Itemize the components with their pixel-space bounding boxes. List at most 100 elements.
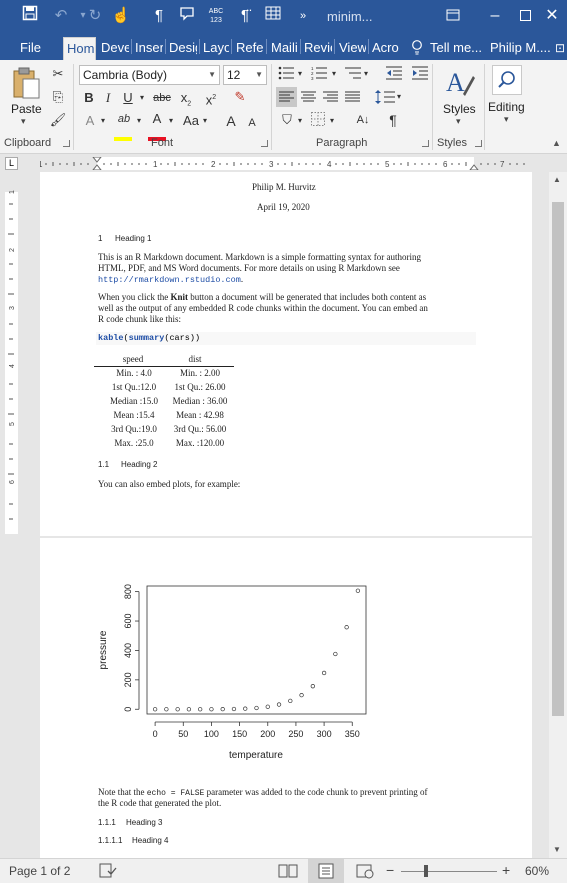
paste-icon[interactable] — [11, 66, 41, 100]
zoom-out-icon[interactable]: − — [386, 862, 395, 878]
multilevel-dropdown-icon[interactable]: ▾ — [363, 69, 368, 78]
align-left-icon[interactable] — [276, 87, 297, 107]
underline-dropdown-icon[interactable]: ▾ — [139, 93, 144, 102]
subscript-button[interactable]: x2 — [180, 90, 192, 108]
tab-references[interactable]: Refe — [236, 40, 263, 55]
line-spacing-dropdown-icon[interactable]: ▾ — [396, 92, 401, 101]
justify-icon[interactable] — [342, 87, 363, 107]
page-2[interactable]: 0 50 100 150 200 250 300 350 0 200 400 600 800 press… — [40, 538, 532, 858]
tab-layout[interactable]: Layo — [203, 40, 229, 55]
vertical-ruler[interactable]: 1 2 3 4 5 6 — [5, 174, 18, 534]
editing-dropdown-icon[interactable]: ▾ — [504, 114, 509, 124]
tell-me-search[interactable]: Tell me... — [430, 40, 483, 55]
scroll-down-icon[interactable]: ▼ — [553, 845, 561, 854]
user-account[interactable]: Philip M.... — [490, 40, 551, 55]
shrink-font-button[interactable]: A — [248, 117, 256, 129]
read-mode-icon[interactable] — [278, 863, 298, 879]
collapse-ribbon-icon[interactable]: ▲ — [552, 138, 561, 148]
zoom-level[interactable]: 60% — [525, 864, 550, 878]
zoom-in-icon[interactable]: + — [502, 862, 511, 878]
font-color-button[interactable]: A — [152, 111, 162, 126]
horizontal-ruler[interactable]: 1 1 2 3 4 5 6 7 — [38, 156, 532, 171]
save-icon[interactable] — [19, 5, 41, 27]
show-hide-button[interactable]: ¶ — [389, 112, 397, 128]
strikethrough-button[interactable]: abc — [153, 92, 171, 104]
document-workspace[interactable]: 1 2 3 4 5 6 Philip M. Hurvitz April 19, 2020 … — [0, 172, 549, 858]
change-case-dropdown-icon[interactable]: ▾ — [202, 116, 207, 125]
ribbon-display-options-icon[interactable] — [439, 3, 467, 29]
pilcrow-format-icon[interactable]: ¶̈ — [240, 7, 250, 24]
text-effects-button[interactable]: A — [85, 113, 95, 128]
underline-button[interactable]: U — [123, 90, 133, 105]
line-spacing-icon[interactable] — [375, 89, 395, 107]
undo-dropdown-icon[interactable]: ▾ — [80, 10, 86, 21]
tab-developer[interactable]: Deve — [101, 40, 129, 55]
tab-mailings[interactable]: Maili — [271, 40, 298, 55]
proofing-icon[interactable] — [99, 863, 117, 879]
font-size-dropdown[interactable]: 12 ▼ — [223, 65, 267, 85]
clipboard-launcher-icon[interactable] — [63, 140, 70, 147]
find-icon[interactable] — [492, 65, 522, 95]
paragraph-launcher-icon[interactable] — [422, 140, 429, 147]
align-right-icon[interactable] — [320, 87, 341, 107]
touch-mode-icon[interactable]: ☝ — [111, 7, 131, 24]
styles-dropdown-icon[interactable]: ▾ — [456, 116, 461, 126]
vertical-scrollbar[interactable]: ▲ ▼ — [549, 172, 567, 858]
clear-formatting-icon[interactable]: ✎ — [234, 89, 246, 104]
borders-dropdown-icon[interactable]: ▾ — [329, 116, 334, 125]
format-painter-icon[interactable]: 🖌 — [49, 112, 67, 127]
tab-view[interactable]: View — [339, 40, 366, 55]
copy-icon[interactable]: ⎘ — [52, 89, 64, 104]
tab-insert[interactable]: Inser — [135, 40, 163, 55]
undo-icon[interactable]: ↶ — [54, 7, 68, 24]
bullets-icon[interactable] — [278, 66, 296, 82]
bullets-dropdown-icon[interactable]: ▾ — [297, 69, 302, 78]
cut-icon[interactable]: ✂ — [52, 66, 64, 81]
editing-button[interactable]: Editing — [488, 100, 525, 114]
superscript-button[interactable]: x2 — [205, 92, 217, 108]
tab-design[interactable]: Desig — [169, 40, 197, 55]
minimize-icon[interactable]: ‒ — [490, 7, 500, 24]
bold-button[interactable]: B — [84, 90, 94, 105]
styles-button[interactable]: Styles — [443, 102, 476, 116]
close-icon[interactable]: ✕ — [545, 7, 559, 24]
comment-icon[interactable] — [176, 5, 198, 27]
paste-dropdown-icon[interactable]: ▾ — [21, 116, 26, 126]
tab-home[interactable]: Hom — [63, 37, 96, 60]
increase-indent-icon[interactable] — [412, 66, 430, 82]
zoom-slider[interactable] — [401, 871, 497, 872]
decrease-indent-icon[interactable] — [386, 66, 404, 82]
highlight-dropdown-icon[interactable]: ▾ — [136, 116, 141, 125]
grow-font-button[interactable]: A — [226, 113, 236, 129]
italic-button[interactable]: I — [105, 90, 111, 105]
borders-icon[interactable] — [311, 112, 327, 128]
multilevel-list-icon[interactable] — [345, 66, 363, 82]
shading-icon[interactable]: ⛉ — [282, 112, 292, 127]
table-icon[interactable] — [262, 5, 284, 27]
text-effects-dropdown-icon[interactable]: ▾ — [100, 116, 105, 125]
zoom-thumb[interactable] — [424, 865, 428, 877]
restore-icon[interactable] — [511, 3, 539, 29]
rmarkdown-link[interactable]: http://rmarkdown.rstudio.com — [98, 275, 241, 285]
spelling-icon[interactable]: ABC 123 — [208, 8, 224, 24]
styles-gallery-icon[interactable]: A — [445, 66, 475, 98]
font-launcher-icon[interactable] — [261, 140, 268, 147]
print-layout-icon[interactable] — [308, 859, 344, 883]
web-layout-icon[interactable] — [356, 863, 374, 879]
page-indicator[interactable]: Page 1 of 2 — [9, 864, 71, 878]
scroll-up-icon[interactable]: ▲ — [553, 175, 561, 184]
highlight-button[interactable]: ab — [117, 113, 131, 125]
align-center-icon[interactable] — [298, 87, 319, 107]
styles-launcher-icon[interactable] — [475, 140, 482, 147]
scroll-thumb[interactable] — [552, 202, 564, 716]
numbering-dropdown-icon[interactable]: ▾ — [331, 69, 336, 78]
share-icon[interactable]: ⊡ — [555, 41, 566, 55]
tab-file[interactable]: File — [20, 40, 41, 55]
redo-icon[interactable]: ↻ — [88, 7, 102, 24]
font-color-dropdown-icon[interactable]: ▾ — [168, 116, 173, 125]
shading-dropdown-icon[interactable]: ▾ — [297, 116, 302, 125]
more-icon[interactable]: » — [299, 10, 307, 22]
page-1[interactable]: Philip M. Hurvitz April 19, 2020 1 Headi… — [40, 172, 532, 536]
sort-icon[interactable]: A↓ — [356, 114, 370, 126]
